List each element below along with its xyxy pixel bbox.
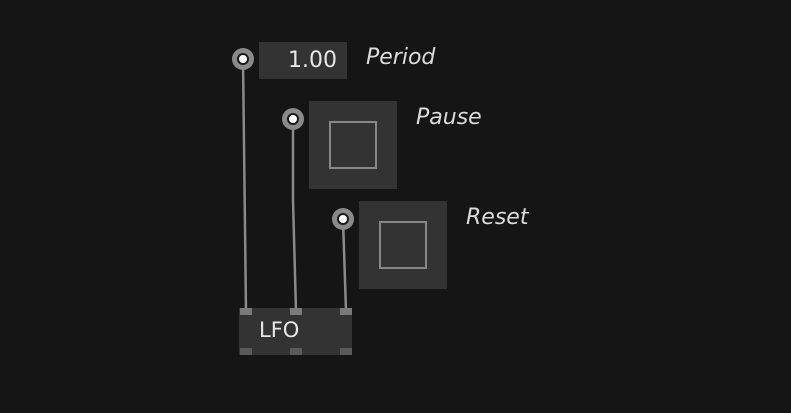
reset-outlet-port[interactable] [332, 208, 354, 230]
lfo-node-title: LFO [259, 318, 300, 342]
period-outlet-port[interactable] [232, 48, 254, 70]
reset-label: Reset [466, 205, 529, 230]
reset-toggle-box[interactable] [379, 221, 427, 269]
pause-toggle-box[interactable] [329, 121, 377, 169]
lfo-inlet-reset[interactable] [340, 308, 352, 315]
pause-outlet-port[interactable] [282, 108, 304, 130]
pause-toggle[interactable] [309, 101, 397, 189]
lfo-inlet-pause[interactable] [290, 308, 302, 315]
wire-period-to-lfo[interactable] [241, 58, 248, 312]
lfo-node[interactable]: LFO [239, 308, 352, 355]
lfo-outlet-1[interactable] [240, 348, 252, 355]
period-label: Period [366, 45, 436, 70]
lfo-outlet-2[interactable] [290, 348, 302, 355]
pause-label: Pause [416, 105, 482, 130]
wire-pause-to-lfo[interactable] [291, 119, 298, 312]
lfo-outlet-3[interactable] [340, 348, 352, 355]
lfo-inlet-period[interactable] [240, 308, 252, 315]
period-number-box[interactable]: 1.00 [259, 42, 347, 79]
wire-reset-to-lfo[interactable] [341, 218, 348, 312]
reset-toggle[interactable] [359, 201, 447, 289]
